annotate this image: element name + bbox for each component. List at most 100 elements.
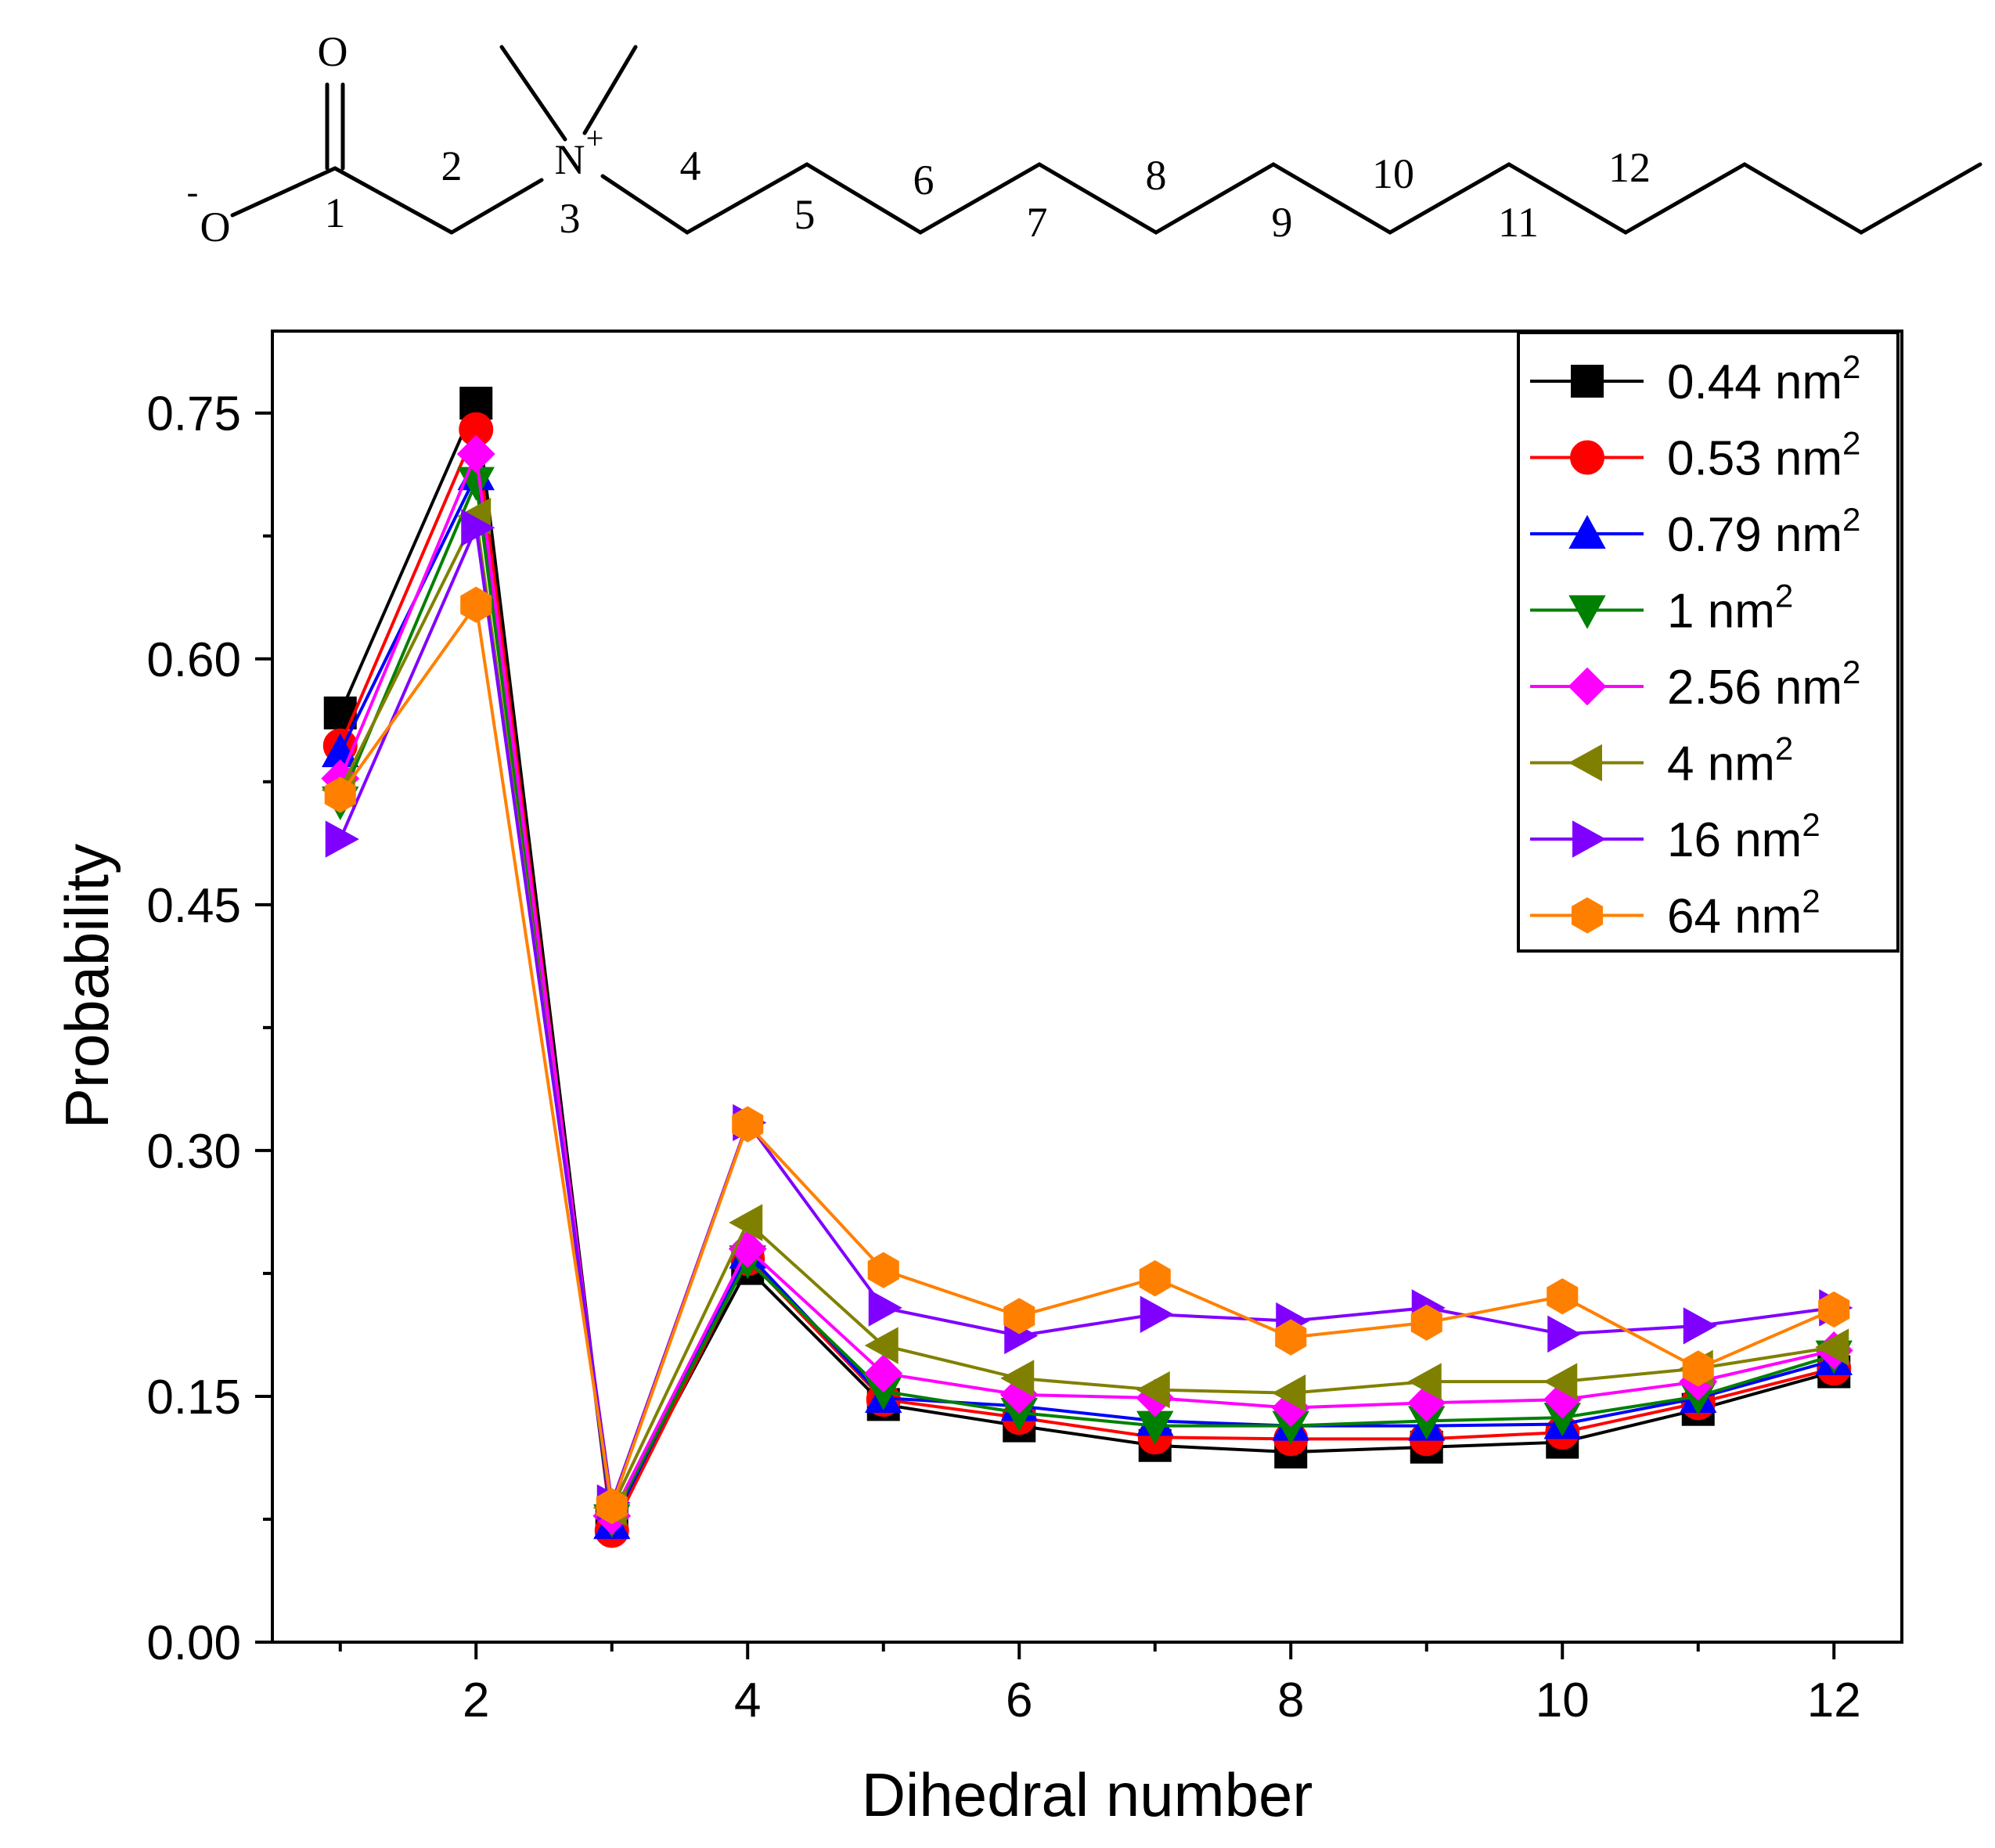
data-point bbox=[867, 1252, 899, 1288]
series-layer bbox=[321, 387, 1853, 1548]
bond-n-methyl-1 bbox=[499, 45, 567, 142]
bond-o-c1 bbox=[230, 166, 337, 218]
plot-frame bbox=[271, 330, 1903, 1644]
legend-label: 64 nm2 bbox=[1667, 883, 1820, 944]
dihedral-label-11: 11 bbox=[1498, 199, 1539, 246]
legend-entry: 2.56 nm2 bbox=[1530, 654, 1860, 715]
legend-value: 0.53 bbox=[1667, 432, 1775, 486]
legend-label: 2.56 nm2 bbox=[1667, 654, 1860, 715]
molecule-structure bbox=[230, 45, 1982, 235]
x-tick-label: 6 bbox=[1006, 1673, 1032, 1727]
data-point bbox=[864, 1354, 903, 1393]
legend-value: 64 bbox=[1667, 890, 1734, 944]
legend-marker bbox=[1568, 595, 1606, 629]
series-line bbox=[339, 600, 1835, 1507]
data-point bbox=[1003, 1298, 1035, 1335]
data-point bbox=[1547, 1278, 1579, 1315]
data-point bbox=[1683, 1307, 1717, 1345]
data-point bbox=[1000, 1360, 1035, 1397]
legend-unit-exponent: 2 bbox=[1802, 806, 1820, 843]
atom-o-charge: - bbox=[187, 173, 199, 211]
x-tick-label: 10 bbox=[1536, 1673, 1590, 1727]
molecule-atoms: O O - N + bbox=[187, 28, 604, 250]
legend-value: 4 bbox=[1667, 737, 1708, 791]
series-64 bbox=[324, 586, 1850, 1525]
data-point bbox=[1547, 1315, 1582, 1353]
y-tick-label: 0.75 bbox=[146, 387, 241, 441]
data-point bbox=[456, 434, 495, 474]
legend-value: 0.44 bbox=[1667, 355, 1775, 409]
dihedral-label-12: 12 bbox=[1608, 144, 1651, 191]
bond-n-methyl-2 bbox=[582, 45, 638, 135]
legend-entry: 4 nm2 bbox=[1530, 730, 1793, 791]
data-point bbox=[1136, 1371, 1170, 1409]
legend-entry: 0.79 nm2 bbox=[1530, 501, 1860, 562]
legend-label: 16 nm2 bbox=[1667, 806, 1820, 867]
legend-unit-exponent: 2 bbox=[1775, 578, 1793, 614]
legend-value: 1 bbox=[1667, 585, 1708, 639]
dihedral-label-2: 2 bbox=[441, 142, 463, 189]
data-point bbox=[324, 776, 356, 813]
legend-marker bbox=[1571, 897, 1604, 934]
atom-nitrogen: N bbox=[555, 136, 585, 183]
legend-unit-exponent: 2 bbox=[1842, 654, 1860, 690]
dihedral-label-9: 9 bbox=[1272, 199, 1293, 246]
legend-marker bbox=[1570, 440, 1604, 475]
legend-unit-exponent: 2 bbox=[1842, 425, 1860, 462]
data-point bbox=[461, 509, 495, 546]
x-tick-label: 4 bbox=[734, 1673, 761, 1727]
legend-unit-exponent: 2 bbox=[1842, 348, 1860, 385]
legend-unit-exponent: 2 bbox=[1775, 730, 1793, 767]
series-line bbox=[338, 521, 1835, 1504]
data-point bbox=[1272, 1374, 1306, 1412]
legend-entry: 1 nm2 bbox=[1530, 578, 1793, 639]
data-point bbox=[732, 1106, 764, 1143]
y-tick-label: 0.15 bbox=[146, 1371, 241, 1425]
data-point bbox=[1682, 1350, 1714, 1387]
atom-o-minus: O bbox=[200, 204, 231, 250]
chart: 0.000.150.300.450.600.75 2 4 6 8 10 12 Dihedr… bbox=[52, 330, 1903, 1829]
legend-label: 1 nm2 bbox=[1667, 578, 1793, 639]
x-axis-ticks: 2 4 6 8 10 12 bbox=[338, 1642, 1861, 1727]
legend-marker bbox=[1568, 744, 1602, 782]
legend-entry: 0.44 nm2 bbox=[1530, 348, 1860, 409]
x-tick-label: 8 bbox=[1277, 1673, 1304, 1727]
legend-unit: nm bbox=[1708, 585, 1775, 639]
y-axis-ticks: 0.00 0.15 0.30 0.45 0.60 0.75 bbox=[146, 387, 272, 1670]
legend-unit: nm bbox=[1734, 813, 1802, 867]
data-point bbox=[729, 1204, 763, 1241]
data-point bbox=[1818, 1291, 1850, 1328]
legend-label: 0.44 nm2 bbox=[1667, 348, 1860, 409]
data-point bbox=[1407, 1363, 1442, 1400]
y-tick-label: 0.60 bbox=[146, 633, 241, 687]
bond-c2-n bbox=[449, 178, 544, 235]
legend-entry: 16 nm2 bbox=[1530, 806, 1820, 867]
atom-n-charge: + bbox=[586, 121, 604, 156]
y-tick-label: 0.45 bbox=[146, 879, 241, 933]
bond-c1-c2 bbox=[333, 166, 454, 235]
legend-unit: nm bbox=[1775, 661, 1842, 715]
legend-marker bbox=[1568, 667, 1607, 706]
data-point bbox=[325, 820, 359, 858]
legend-label: 0.53 nm2 bbox=[1667, 425, 1860, 486]
data-point bbox=[1139, 1260, 1171, 1297]
legend-unit: nm bbox=[1775, 355, 1842, 409]
dihedral-label-5: 5 bbox=[794, 191, 816, 238]
dihedral-label-4: 4 bbox=[680, 142, 701, 189]
data-point bbox=[1815, 1328, 1849, 1366]
legend-marker bbox=[1568, 514, 1606, 549]
legend-label: 0.79 nm2 bbox=[1667, 501, 1860, 562]
data-point bbox=[1410, 1304, 1442, 1341]
atom-o-double: O bbox=[318, 28, 348, 75]
y-tick-label: 0.00 bbox=[146, 1616, 241, 1670]
legend-marker bbox=[1571, 365, 1604, 398]
legend-entry: 0.53 nm2 bbox=[1530, 425, 1860, 486]
legend-unit: nm bbox=[1708, 737, 1775, 791]
x-tick-label: 2 bbox=[463, 1673, 489, 1727]
data-point bbox=[596, 1488, 628, 1525]
legend-value: 0.79 bbox=[1667, 508, 1775, 562]
dihedral-label-10: 10 bbox=[1372, 150, 1414, 197]
dihedral-label-3: 3 bbox=[560, 195, 581, 242]
legend-marker bbox=[1572, 820, 1607, 858]
